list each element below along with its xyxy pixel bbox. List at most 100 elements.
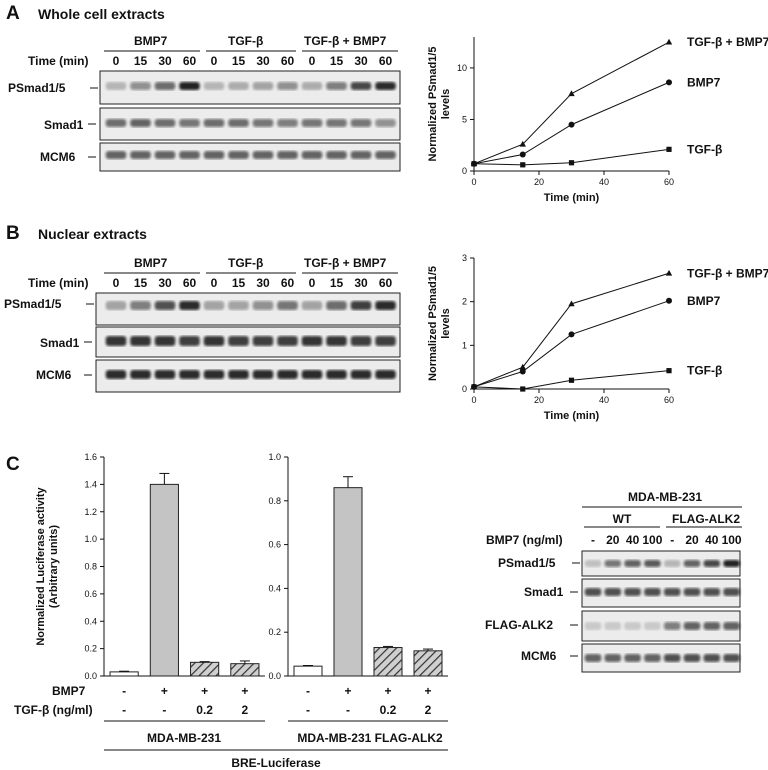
row-label-flag-alk2: FLAG-ALK2 [485,618,553,632]
blot-band [301,370,323,379]
lane-label: 20 [606,533,620,547]
blot-band [203,336,225,346]
series-line [473,300,670,388]
blot-band [179,301,200,310]
lane-labels: 0 15 30 60 0 15 30 60 0 15 30 60 [113,276,393,290]
lane-label: - [670,533,674,547]
row-label-psmad: PSmad1/5 [498,556,556,570]
blot-band [723,654,740,662]
bmp7-cell: + [241,684,248,698]
blot-band [252,151,274,159]
tgf-cell: 0.2 [380,703,397,717]
x-tick-label: 20 [534,395,544,405]
series-label: TGF-β + BMP7 [687,35,768,49]
series-label: TGF-β [687,142,722,156]
bar [333,487,363,677]
tgf-cell: 2 [425,703,432,717]
panel-letter: C [6,454,20,475]
y-tick-label: 10 [457,63,467,73]
blot-band [663,560,681,567]
reporter-label: BRE-Luciferase [231,756,321,770]
data-point [519,368,526,375]
group-label-wt: MDA-MB-231 [147,731,221,745]
blot-band [350,151,372,159]
blot-band [179,119,200,127]
lane-label: 15 [134,276,148,290]
bmp7-cell: + [384,684,391,698]
blot-band [179,370,200,379]
blot-band [663,622,681,630]
blot-band [154,370,176,379]
bar [373,647,403,677]
lane-label: 0 [211,54,218,68]
x-tick-label: 40 [599,177,609,187]
blot-band [375,370,396,379]
data-point [471,161,477,167]
blot-band [663,654,681,662]
y-tick-label: 0.0 [268,671,281,681]
blot-band [350,370,372,379]
lane-label: 15 [330,276,344,290]
lane-label: 100 [642,533,662,547]
lane-label: - [591,533,595,547]
blot-band [301,119,323,127]
data-point [520,386,526,392]
tgf-cell: - [306,703,310,717]
blot-band [644,588,661,596]
blot-band [179,336,200,346]
blot-band [105,151,127,159]
blot-band [277,82,298,90]
data-point [568,377,575,383]
blot-band [203,370,225,379]
panel-letter: B [6,223,20,244]
x-tick-label: 20 [534,177,544,187]
lane-labels: -20 40 100-20 40 100 [591,533,742,547]
blot-band [683,560,701,567]
blot-band [105,119,127,127]
x-tick-label: 0 [471,395,476,405]
lane-label: 60 [281,276,295,290]
blot-band [277,301,298,310]
lane-label: 40 [626,533,640,547]
data-point [666,297,672,304]
y-tick-label: 1.2 [84,507,97,517]
blot-band [326,336,347,346]
blot-bands [584,560,740,662]
blot-band [203,82,225,90]
lane-label: 20 [685,533,699,547]
bar [149,483,179,677]
blot-band [326,82,347,90]
blot-band [105,336,127,346]
data-point [568,160,575,166]
blot-band [105,370,127,379]
blot-band [301,336,323,346]
data-point [665,269,673,276]
blot-band [252,370,274,379]
y-tick-label: 1 [462,340,467,350]
lane-label: 0 [113,54,120,68]
flag-alk2-label: FLAG-ALK2 [672,512,740,526]
data-point [568,121,575,128]
lane-label: 60 [379,54,393,68]
blot-band [624,654,641,662]
lane-label: 0 [309,54,316,68]
tgf-cell: - [346,703,350,717]
blot-band [130,301,151,310]
lane-label: 15 [232,54,246,68]
group-label-tgfb-bmp7: TGF-β + BMP7 [304,34,387,48]
blot-band [301,151,323,159]
blot-band [584,622,602,630]
blot-band [723,622,740,630]
row-label-psmad: PSmad1/5 [4,297,62,311]
blot-band [326,370,347,379]
time-label: Time (min) [28,54,88,68]
blot-band [683,654,701,662]
panel-b: B Nuclear extracts BMP7 TGF-β TGF-β + BM… [4,223,768,422]
lane-label: 60 [379,276,393,290]
panel-title: Nuclear extracts [38,226,147,242]
tgf-cell: 2 [242,703,249,717]
series-line [473,370,670,390]
y-tick-label: 1.4 [84,479,97,489]
x-tick-label: 60 [664,395,674,405]
bmp7-cell: + [424,684,431,698]
